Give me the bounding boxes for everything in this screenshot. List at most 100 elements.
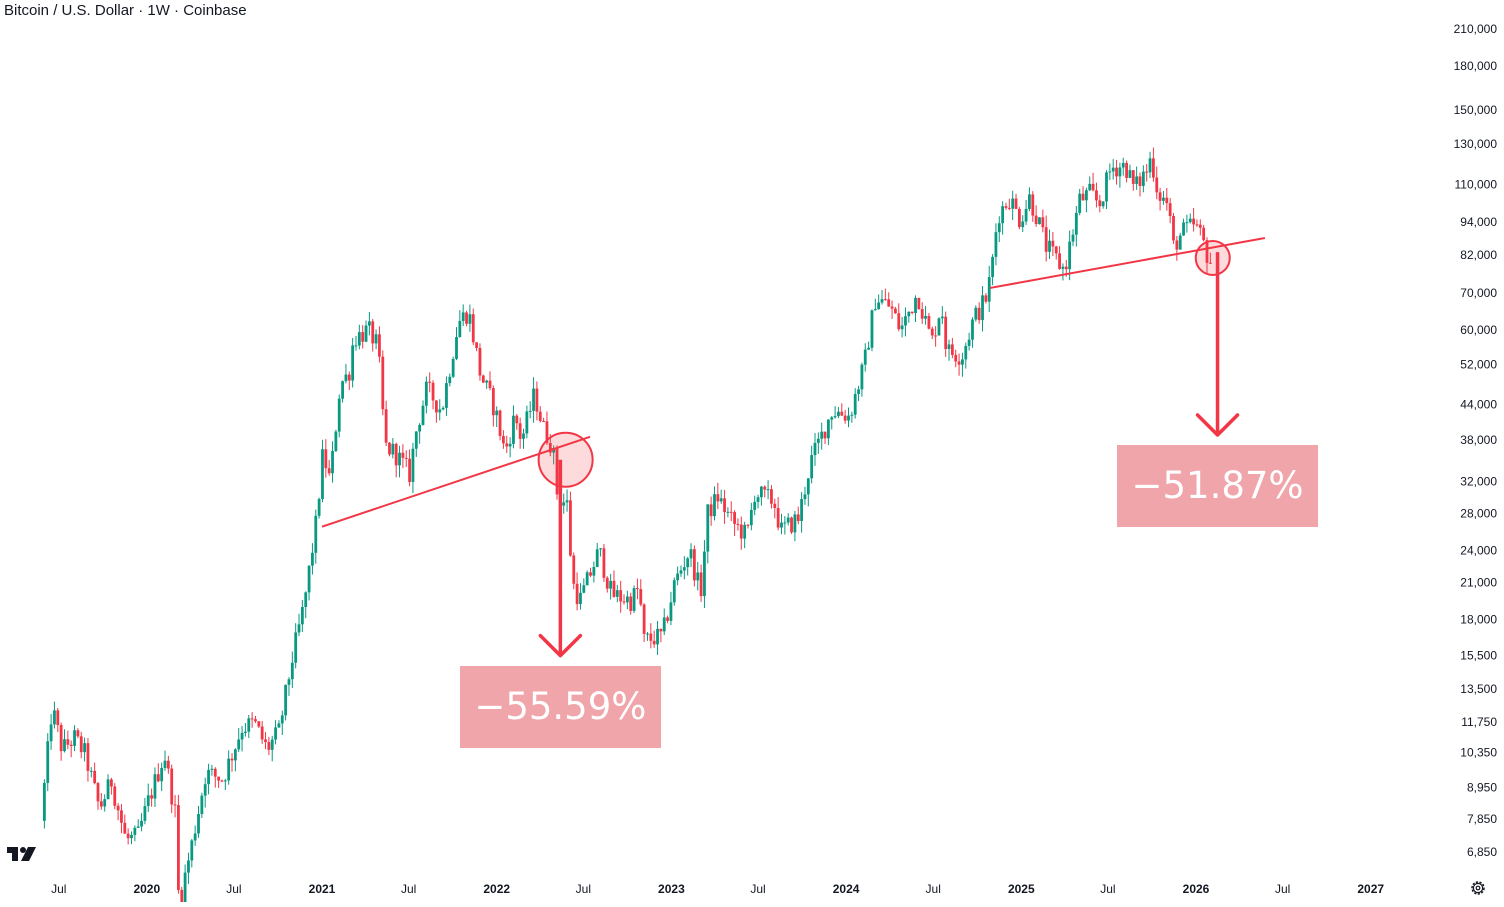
y-axis-tick-label: 7,850: [1467, 812, 1497, 826]
candle-body: [304, 592, 308, 607]
candle-body: [1001, 206, 1005, 224]
candle-body: [723, 498, 726, 513]
candle-body: [96, 783, 100, 802]
candle-body: [632, 588, 636, 611]
candle-body: [692, 549, 696, 581]
candle-body: [1105, 172, 1108, 202]
candle-body: [314, 515, 318, 553]
candle-body: [116, 805, 120, 811]
y-axis-tick-label: 44,000: [1460, 398, 1497, 412]
x-axis-tick-label: 2022: [483, 882, 510, 896]
candle-body: [79, 736, 83, 753]
candle-body: [311, 552, 314, 566]
candle-body: [1074, 212, 1078, 235]
candle-body: [187, 860, 190, 873]
candle-body: [177, 805, 180, 890]
candle-body: [56, 710, 60, 726]
candle-body: [957, 361, 961, 365]
candle-body: [1178, 235, 1182, 250]
candle-body: [76, 730, 80, 737]
candle-body: [220, 780, 224, 782]
candle-body: [254, 719, 257, 722]
y-axis-tick-label: 130,000: [1454, 137, 1498, 151]
candle-body: [1024, 208, 1028, 222]
candle-body: [669, 602, 673, 621]
candle-body: [270, 739, 274, 750]
candle-body: [890, 306, 894, 309]
candle-body: [190, 840, 194, 861]
candle-body: [636, 588, 639, 590]
candle-body: [997, 223, 1001, 233]
candle-body: [984, 295, 988, 302]
candle-body: [59, 725, 63, 752]
candle-body: [183, 872, 187, 903]
candle-body: [156, 774, 160, 782]
x-axis-tick-label: 2023: [658, 882, 685, 896]
candle-body: [753, 501, 757, 510]
candle-body: [170, 768, 174, 805]
candle-body: [42, 782, 46, 821]
candle-body: [897, 313, 901, 330]
candle-body: [907, 311, 911, 317]
candle-body: [528, 410, 532, 412]
candle-body: [1004, 206, 1008, 208]
candle-body: [495, 410, 499, 416]
y-axis-tick-label: 110,000: [1455, 177, 1498, 191]
candle-body: [247, 718, 251, 732]
candle-body: [337, 398, 341, 432]
candle-body: [843, 415, 847, 421]
candle-body: [1152, 158, 1155, 178]
candle-body: [595, 549, 599, 568]
y-axis-tick-label: 60,000: [1460, 323, 1497, 337]
candle-body: [612, 580, 616, 597]
candle-body: [924, 315, 927, 319]
candle-body: [1121, 162, 1125, 168]
candle-body: [743, 524, 747, 539]
candle-body: [652, 640, 656, 645]
candle-body: [873, 309, 877, 311]
candle-body: [294, 632, 298, 663]
candle-body: [166, 760, 170, 769]
candle-body: [900, 325, 904, 330]
candle-body: [113, 786, 117, 806]
candle-body: [981, 295, 984, 321]
candle-body: [706, 504, 710, 552]
x-axis-tick-label: Jul: [1275, 882, 1290, 896]
candle-body: [421, 405, 425, 425]
candle-body: [1034, 215, 1038, 225]
candle-body: [766, 489, 770, 491]
candle-body: [1028, 194, 1031, 209]
candle-body: [746, 524, 750, 526]
y-axis-tick-label: 210,000: [1454, 22, 1498, 36]
y-axis-tick-label: 180,000: [1454, 59, 1498, 73]
candle-body: [870, 310, 874, 348]
candle-body: [455, 337, 458, 359]
candle-body: [461, 312, 465, 321]
candle-body: [780, 522, 783, 528]
candle-body: [193, 833, 197, 841]
tradingview-logo-icon[interactable]: [6, 846, 40, 862]
candle-body: [371, 321, 375, 344]
candle-body: [971, 319, 974, 340]
candle-body: [230, 758, 234, 761]
x-axis-tick-label: 2020: [133, 882, 160, 896]
candle-body: [1185, 222, 1189, 224]
candle-body: [1064, 266, 1068, 270]
candle-body: [1128, 170, 1132, 178]
candle-body: [163, 760, 167, 768]
candle-body: [930, 328, 934, 336]
y-axis-tick-label: 13,500: [1460, 682, 1497, 696]
candle-body: [736, 523, 740, 525]
settings-gear-icon[interactable]: [1469, 879, 1487, 897]
candle-body: [458, 320, 462, 338]
candle-body: [840, 411, 844, 416]
candle-body: [1088, 183, 1092, 191]
candle-body: [103, 799, 107, 807]
candle-body: [381, 356, 385, 410]
candle-body: [1014, 198, 1018, 209]
candle-body: [696, 572, 700, 581]
support-trendline: [990, 237, 1266, 289]
x-axis-tick-label: 2026: [1183, 882, 1210, 896]
